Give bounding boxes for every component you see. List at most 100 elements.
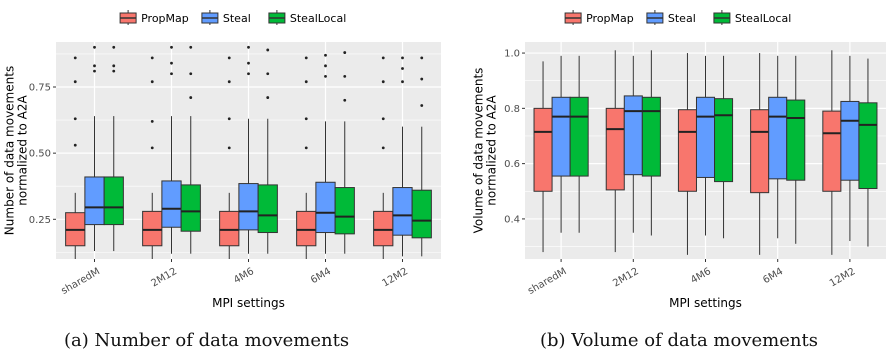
box-iqr: [858, 102, 878, 190]
chart-a-box-propmap-2m12: [142, 56, 163, 259]
box-outlier-point: [381, 56, 385, 60]
box-outlier-point: [247, 61, 250, 65]
box-outlier-point: [170, 72, 173, 76]
box-outlier-point: [73, 56, 77, 60]
chart-b-box-steal-2m12: [623, 55, 643, 233]
chart-a-box-steal-2m12: [161, 45, 182, 254]
box-outlier-point: [343, 75, 347, 78]
box-outlier-point: [227, 117, 231, 121]
legend: PropMap Steal StealLocal: [564, 10, 791, 25]
box-iqr: [334, 187, 355, 235]
box-outlier-point: [150, 56, 154, 60]
box-outlier-point: [324, 75, 327, 78]
chart-panel-b: 0.4 0.6 0.8 1.0 sharedM 2M12 4M6 6M4 12M2 MPI set…: [445, 0, 890, 312]
box-iqr: [161, 180, 182, 228]
box-outlier-point: [401, 56, 404, 60]
box-outlier-point: [189, 45, 193, 49]
box-iqr: [238, 183, 259, 231]
box-outlier-point: [189, 72, 193, 76]
box-outlier-point: [304, 56, 308, 60]
chart-b-y-tick-label: 0.6: [504, 159, 520, 170]
box-iqr: [257, 184, 278, 234]
legend-label: PropMap: [141, 12, 189, 25]
box-iqr: [822, 110, 842, 192]
box-outlier-point: [304, 80, 308, 84]
box-outlier-point: [420, 77, 424, 81]
box-outlier-point: [343, 51, 347, 54]
chart-b-svg: 0.4 0.6 0.8 1.0 sharedM 2M12 4M6 6M4 12M2 MPI set…: [472, 10, 886, 310]
box-outlier-point: [304, 146, 308, 150]
chart-b-box-propmap-6m4: [750, 53, 770, 255]
chart-a-x-tick-label: 2M12: [149, 266, 179, 289]
box-iqr: [533, 107, 553, 192]
chart-a-y-tick-label: 0.75: [29, 82, 51, 93]
box-iqr: [373, 210, 394, 247]
box-outlier-point: [112, 64, 116, 68]
box-outlier-point: [266, 48, 270, 52]
box-iqr: [677, 109, 697, 192]
chart-b-box-propmap-4m6: [677, 53, 697, 255]
box-iqr: [296, 210, 317, 247]
chart-a-y-axis-title: Number of data movementsnormalized to A2…: [3, 66, 30, 235]
box-outlier-point: [401, 67, 404, 70]
box-outlier-point: [401, 80, 404, 84]
chart-b-box-steallocal-6m4: [786, 55, 806, 244]
legend-label: Steal: [223, 12, 251, 25]
legend-label: StealLocal: [735, 12, 791, 25]
box-outlier-point: [112, 45, 116, 49]
box-outlier-point: [170, 61, 173, 65]
chart-a-box-steal-sharedm: [84, 45, 105, 252]
box-outlier-point: [420, 104, 424, 107]
legend-key-steal: [201, 10, 219, 25]
chart-b-x-tick-label: 12M2: [828, 266, 858, 289]
chart-b-x-tick-label: 4M6: [689, 266, 713, 286]
legend-key-steal: [646, 10, 664, 25]
box-outlier-point: [227, 80, 231, 84]
box-outlier-point: [381, 117, 385, 121]
box-outlier-point: [150, 119, 154, 123]
box-iqr: [768, 96, 788, 180]
chart-a-box-steallocal-4m6: [257, 48, 278, 254]
box-outlier-point: [170, 45, 173, 49]
box-outlier-point: [112, 69, 116, 73]
box-outlier-point: [73, 143, 77, 147]
box-outlier-point: [343, 98, 347, 102]
legend-key-propmap: [564, 10, 582, 25]
chart-a-svg: 0.25 0.50 0.75 sharedM 2M12 4M6 6M4 12M2 MPI set…: [3, 10, 441, 310]
legend-key-steallocal: [268, 10, 286, 25]
box-outlier-point: [324, 53, 327, 57]
chart-a-box-propmap-sharedm: [65, 56, 86, 259]
chart-b-y-tick-label: 0.4: [504, 214, 520, 225]
chart-a-x-tick-label: 12M2: [380, 266, 410, 289]
box-iqr: [623, 95, 643, 176]
box-iqr: [750, 109, 770, 194]
chart-a-box-steal-4m6: [238, 45, 259, 254]
chart-a-box-propmap-6m4: [296, 56, 317, 259]
legend-key-steallocal: [713, 10, 731, 25]
legend-key-propmap: [119, 10, 137, 25]
chart-a-box-steallocal-12m2: [411, 56, 432, 257]
box-outlier-point: [73, 80, 77, 84]
y-axis-title-line: normalized to A2A: [485, 95, 499, 206]
box-outlier-point: [93, 64, 96, 68]
box-outlier-point: [304, 117, 308, 121]
box-iqr: [551, 96, 571, 177]
box-outlier-point: [150, 146, 154, 150]
chart-a-x-axis-title: MPI settings: [212, 296, 285, 310]
box-iqr: [315, 181, 336, 234]
chart-a-box-steal-12m2: [392, 56, 413, 257]
caption-a: (a) Number of data movements: [64, 330, 350, 351]
box-outlier-point: [247, 45, 250, 49]
chart-a-y-tick-label: 0.50: [29, 149, 51, 160]
chart-b-y-tick-label: 1.0: [504, 49, 520, 60]
legend: PropMap Steal StealLocal: [119, 10, 346, 25]
box-outlier-point: [266, 72, 270, 76]
box-iqr: [180, 184, 201, 232]
chart-b-box-propmap-2m12: [605, 50, 625, 253]
legend-label: StealLocal: [290, 12, 346, 25]
chart-a-box-steallocal-sharedm: [103, 45, 124, 252]
y-axis-title-line: Number of data movements: [3, 66, 17, 235]
box-outlier-point: [381, 80, 385, 84]
box-iqr: [714, 98, 734, 183]
chart-a-box-steallocal-6m4: [334, 51, 355, 254]
